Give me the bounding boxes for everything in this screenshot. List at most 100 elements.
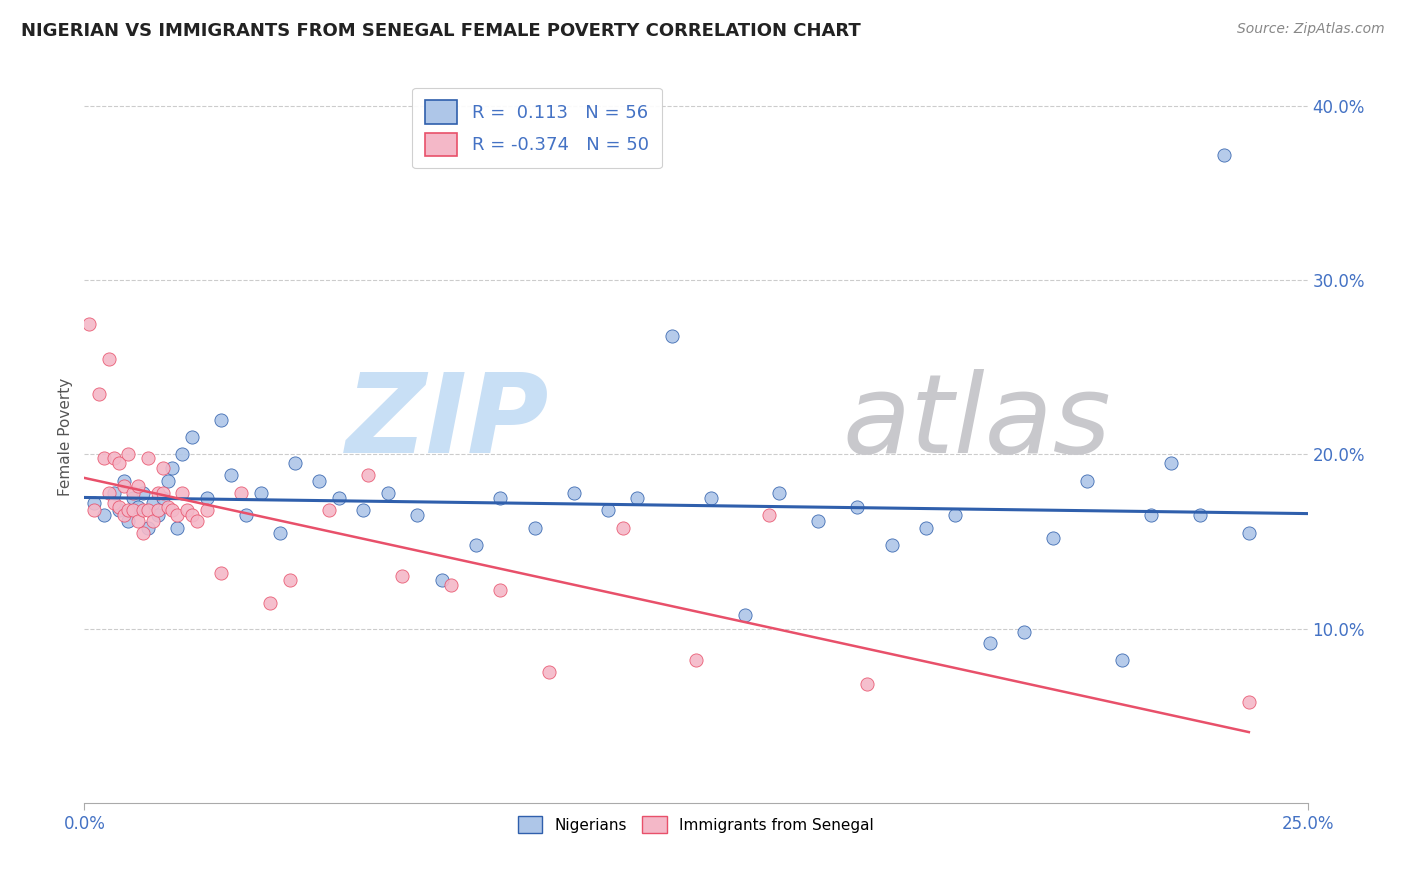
Point (122, 503, 145, 517)
Point (489, 491, 512, 505)
Point (136, 521, 159, 535)
Point (1012, 625, 1035, 640)
Point (181, 430, 204, 444)
Point (142, 514, 165, 528)
Point (1140, 508, 1163, 523)
Point (195, 503, 218, 517)
Point (538, 665, 561, 680)
Point (1237, 695, 1260, 709)
Point (132, 485, 155, 500)
Point (269, 525, 291, 540)
Point (734, 607, 756, 622)
Point (596, 503, 619, 517)
Point (430, 573, 453, 587)
Point (77, 317, 100, 331)
Point (685, 653, 707, 667)
Point (357, 468, 380, 483)
Point (768, 485, 790, 500)
Point (83, 503, 105, 517)
Point (186, 514, 208, 528)
Point (166, 521, 188, 535)
Point (259, 595, 281, 609)
Point (523, 521, 546, 535)
Point (117, 448, 139, 462)
Point (112, 479, 135, 493)
Point (172, 485, 194, 500)
Point (278, 573, 301, 587)
Point (979, 635, 1001, 649)
Point (146, 485, 169, 500)
Point (107, 500, 129, 514)
Point (195, 491, 218, 505)
Point (308, 474, 330, 488)
Point (943, 508, 966, 523)
Point (97, 485, 120, 500)
Point (132, 503, 155, 517)
Point (1237, 525, 1260, 540)
Point (807, 514, 830, 528)
Point (127, 479, 149, 493)
Point (626, 491, 648, 505)
Point (915, 521, 938, 535)
Point (122, 485, 145, 500)
Point (172, 448, 194, 462)
Point (93, 508, 115, 523)
Point (209, 566, 232, 580)
Point (406, 508, 429, 523)
Point (87, 386, 110, 401)
Point (1111, 653, 1133, 667)
Point (152, 491, 174, 505)
Point (142, 496, 165, 510)
Point (112, 508, 135, 523)
Point (107, 503, 129, 517)
Point (146, 508, 169, 523)
Point (352, 503, 374, 517)
Text: ZIP: ZIP (346, 369, 550, 476)
Point (219, 468, 242, 483)
Point (699, 491, 721, 505)
Point (758, 508, 780, 523)
Point (318, 503, 340, 517)
Point (97, 351, 120, 366)
Point (464, 538, 486, 552)
Point (440, 578, 463, 592)
Point (249, 485, 271, 500)
Point (856, 677, 879, 691)
Point (152, 485, 174, 500)
Point (209, 412, 232, 426)
Point (103, 485, 125, 500)
Text: atlas: atlas (842, 369, 1111, 476)
Point (284, 456, 307, 470)
Point (235, 508, 257, 523)
Point (132, 525, 155, 540)
Point (377, 485, 399, 500)
Point (1213, 148, 1236, 162)
Point (391, 569, 413, 583)
Point (136, 503, 159, 517)
Point (1188, 508, 1211, 523)
Point (176, 503, 198, 517)
Point (489, 583, 512, 598)
Point (328, 491, 350, 505)
Point (1042, 531, 1064, 545)
Text: NIGERIAN VS IMMIGRANTS FROM SENEGAL FEMALE POVERTY CORRELATION CHART: NIGERIAN VS IMMIGRANTS FROM SENEGAL FEMA… (21, 22, 860, 40)
Point (181, 508, 204, 523)
Point (156, 474, 179, 488)
Point (1160, 456, 1182, 470)
Point (846, 500, 869, 514)
Point (127, 514, 149, 528)
Y-axis label: Female Poverty: Female Poverty (58, 378, 73, 496)
Point (166, 508, 188, 523)
Point (83, 496, 105, 510)
Point (661, 329, 683, 343)
Point (229, 485, 252, 500)
Legend: Nigerians, Immigrants from Senegal: Nigerians, Immigrants from Senegal (512, 810, 880, 839)
Point (103, 496, 125, 510)
Point (122, 491, 145, 505)
Point (880, 538, 903, 552)
Point (156, 500, 179, 514)
Point (93, 450, 115, 465)
Point (612, 521, 634, 535)
Point (127, 500, 149, 514)
Point (117, 503, 139, 517)
